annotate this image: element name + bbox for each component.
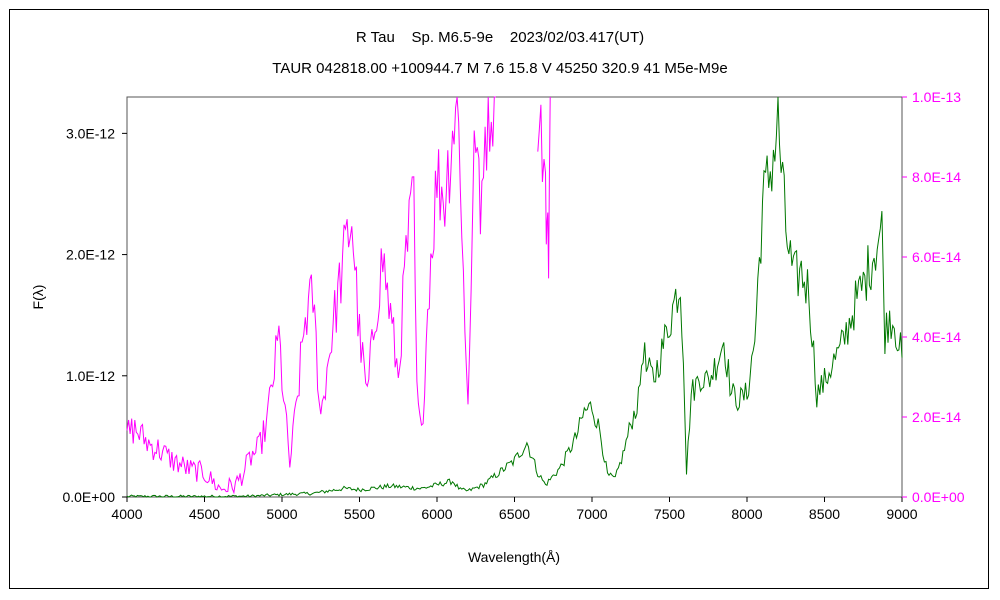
series-layer bbox=[126, 96, 903, 498]
chart-title: R Tau Sp. M6.5-9e 2023/02/03.417(UT) bbox=[355, 29, 645, 46]
right-y-tick-label: 2.0E-14 bbox=[912, 409, 961, 425]
x-tick-label: 5000 bbox=[266, 506, 297, 522]
x-tick-label: 9000 bbox=[886, 506, 917, 522]
x-tick-label: 4500 bbox=[189, 506, 220, 522]
x-axis-label: Wavelength(Å) bbox=[468, 549, 560, 565]
chart-subtitle: TAUR 042818.00 +100944.7 M 7.6 15.8 V 45… bbox=[272, 60, 728, 77]
x-tick-label: 8500 bbox=[809, 506, 840, 522]
right-y-tick-label: 4.0E-14 bbox=[912, 329, 961, 345]
x-tick-label: 6500 bbox=[499, 506, 530, 522]
series-line-1 bbox=[126, 96, 496, 495]
x-tick-label: 7000 bbox=[576, 506, 607, 522]
x-tick-label: 5500 bbox=[344, 506, 375, 522]
y-axis-label: F(λ) bbox=[30, 285, 46, 310]
left-y-tick-label: 0.0E+00 bbox=[62, 489, 115, 505]
right-y-tick-label: 0.0E+00 bbox=[912, 489, 965, 505]
plot-area bbox=[126, 96, 903, 498]
left-y-tick-label: 3.0E-12 bbox=[66, 125, 115, 141]
right-y-axis: 0.0E+00 2.0E-14 4.0E-14 6.0E-14 8.0E-14 1.0E-… bbox=[902, 89, 965, 505]
right-y-tick-label: 8.0E-14 bbox=[912, 169, 961, 185]
x-tick-label: 7500 bbox=[654, 506, 685, 522]
right-y-tick-label: 6.0E-14 bbox=[912, 249, 961, 265]
series-line-2 bbox=[537, 96, 551, 279]
x-tick-label: 8000 bbox=[731, 506, 762, 522]
x-tick-label: 4000 bbox=[111, 506, 142, 522]
left-y-axis: 0.0E+00 1.0E-12 2.0E-12 3.0E-12 bbox=[62, 125, 127, 505]
left-y-tick-label: 1.0E-12 bbox=[66, 368, 115, 384]
x-tick-label: 6000 bbox=[421, 506, 452, 522]
x-axis: 4000 4500 5000 5500 6000 6500 7000 7500 8000 8500… bbox=[111, 497, 918, 522]
series-line-0 bbox=[126, 96, 903, 498]
left-y-tick-label: 2.0E-12 bbox=[66, 247, 115, 263]
right-y-tick-label: 1.0E-13 bbox=[912, 89, 961, 105]
